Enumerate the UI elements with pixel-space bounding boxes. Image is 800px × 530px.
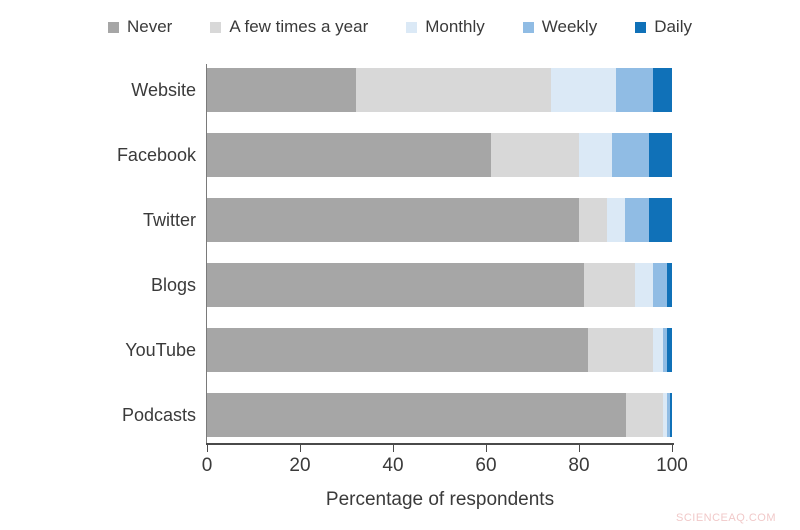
bar-segment [667, 263, 672, 307]
legend-label: Never [126, 17, 173, 36]
bar-segment [634, 263, 654, 307]
axis-tick [672, 445, 673, 452]
tick-label: 20 [289, 455, 311, 476]
bar-segment [625, 393, 663, 437]
legend-label: Monthly [425, 17, 485, 36]
category-label: Podcasts [121, 405, 196, 425]
bar-row [207, 393, 672, 437]
bar-segment [611, 133, 649, 177]
x-axis-line [206, 443, 674, 445]
legend-swatch-icon [522, 21, 534, 33]
legend-item-0: Never [107, 17, 173, 37]
chart-legend: Never A few times a year Monthly Weekly Dail… [0, 17, 800, 37]
bar-row [207, 328, 672, 372]
bar-segment [207, 68, 356, 112]
tick-label: 0 [201, 455, 213, 476]
axis-tick [207, 445, 208, 452]
legend-item-1: A few times a year [210, 17, 368, 37]
bar-segment [667, 328, 672, 372]
tick-label: 100 [656, 455, 688, 476]
category-label: Facebook [116, 145, 196, 165]
bar-segment [616, 68, 654, 112]
bar-segment [669, 393, 672, 437]
bar-segment [551, 68, 617, 112]
bar-row [207, 68, 672, 112]
watermark: SCIENCEAQ.COM [675, 512, 776, 524]
legend-item-3: Weekly [522, 17, 598, 37]
bar-segment [653, 263, 668, 307]
legend-label: Weekly [541, 17, 598, 36]
legend-label: A few times a year [229, 17, 369, 36]
axis-tick [579, 445, 580, 452]
bar-segment [606, 198, 626, 242]
category-label: Twitter [142, 210, 196, 230]
legend-swatch-icon [406, 21, 418, 33]
category-label: Website [131, 80, 196, 100]
bar-segment [588, 328, 654, 372]
bar-segment [625, 198, 649, 242]
bar-segment [653, 68, 672, 112]
bar-segment [207, 393, 626, 437]
bar-segment [355, 68, 552, 112]
legend-item-2: Monthly [406, 17, 485, 37]
axis-tick [393, 445, 394, 452]
legend-swatch-icon [210, 21, 222, 33]
bar-row [207, 263, 672, 307]
x-axis-title: Percentage of respondents [325, 489, 555, 510]
bar-segment [207, 198, 579, 242]
legend-label: Daily [654, 17, 692, 36]
axis-tick [300, 445, 301, 452]
axis-tick [486, 445, 487, 452]
legend-item-4: Daily [635, 17, 692, 37]
bar-segment [490, 133, 579, 177]
bar-row [207, 198, 672, 242]
bar-segment [667, 393, 670, 437]
tick-label: 60 [475, 455, 497, 476]
legend-swatch-icon [107, 21, 119, 33]
bar-segment [662, 328, 668, 372]
bar-segment [578, 133, 612, 177]
bar-segment [207, 328, 589, 372]
bar-segment [207, 133, 491, 177]
category-label: YouTube [125, 340, 196, 360]
y-axis-line [206, 64, 207, 443]
bar-segment [653, 328, 663, 372]
tick-label: 80 [568, 455, 590, 476]
bar-segment [662, 393, 668, 437]
bar-segment [583, 263, 635, 307]
bar-segment [648, 133, 672, 177]
tick-label: 40 [382, 455, 404, 476]
bar-segment [648, 198, 672, 242]
bar-segment [579, 198, 607, 242]
bar-row [207, 133, 672, 177]
bar-segment [207, 263, 584, 307]
legend-swatch-icon [635, 21, 647, 33]
category-label: Blogs [150, 275, 196, 295]
